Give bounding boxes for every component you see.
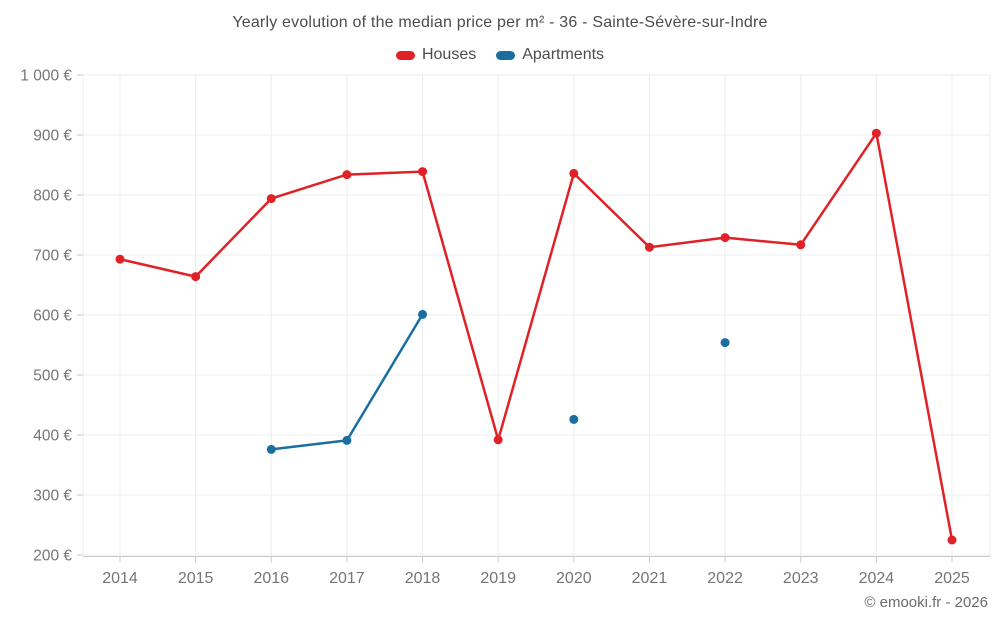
houses-point-2018[interactable] <box>418 167 428 177</box>
houses-point-2016[interactable] <box>266 194 276 204</box>
houses-point-2017[interactable] <box>342 170 352 180</box>
houses-point-2019[interactable] <box>493 435 503 445</box>
apartments-point-2020[interactable] <box>569 414 579 424</box>
x-axis-tick-label: 2014 <box>102 570 138 587</box>
legend-item-houses[interactable]: Houses <box>395 46 477 64</box>
houses-series-line <box>118 131 954 542</box>
footer-credit: © emooki.fr - 2026 <box>864 594 988 611</box>
y-axis-tick-label: 700 € <box>33 247 72 264</box>
x-axis-tick-label: 2023 <box>783 570 819 587</box>
y-axis-tick-label: 400 € <box>33 427 72 444</box>
apartments-legend-swatch-icon <box>496 50 516 60</box>
houses-point-2020[interactable] <box>569 168 579 178</box>
y-axis-tick-label: 800 € <box>33 187 72 204</box>
houses-point-2023[interactable] <box>796 240 806 250</box>
x-axis-tick-label: 2022 <box>707 570 743 587</box>
houses-legend-swatch-icon <box>395 50 415 60</box>
x-axis-tick-label: 2021 <box>632 570 668 587</box>
x-axis-tick-label: 2019 <box>480 570 516 587</box>
legend-item-apartments[interactable]: Apartments <box>496 46 604 64</box>
houses-point-2022[interactable] <box>720 233 730 243</box>
y-axis-tick-label: 200 € <box>33 547 72 564</box>
legend-label-houses: Houses <box>421 46 477 63</box>
apartments-point-2017[interactable] <box>342 435 352 445</box>
x-axis-tick-label: 2024 <box>859 570 895 587</box>
apartments-point-2016[interactable] <box>266 444 276 454</box>
x-axis-tick-label: 2018 <box>405 570 441 587</box>
chart-title: Yearly evolution of the median price per… <box>232 14 768 31</box>
x-axis-tick-label: 2025 <box>934 570 970 587</box>
houses-point-2021[interactable] <box>644 242 654 252</box>
x-axis-tick-label: 2020 <box>556 570 592 587</box>
y-axis-tick-label: 900 € <box>33 127 72 144</box>
x-axis-tick-label: 2015 <box>178 570 214 587</box>
legend: Houses Apartments <box>0 46 1000 64</box>
y-axis-tick-label: 500 € <box>33 367 72 384</box>
y-axis-tick-label: 300 € <box>33 487 72 504</box>
y-axis-tick-label: 600 € <box>33 307 72 324</box>
apartments-point-2018[interactable] <box>418 309 428 319</box>
apartments-point-2022[interactable] <box>720 338 730 348</box>
houses-point-2015[interactable] <box>191 272 201 282</box>
x-axis-tick-label: 2016 <box>253 570 289 587</box>
x-axis-tick-label: 2017 <box>329 570 365 587</box>
y-axis-tick-label: 1 000 € <box>20 67 72 84</box>
houses-point-2014[interactable] <box>115 254 125 264</box>
legend-label-apartments: Apartments <box>522 46 605 63</box>
houses-point-2024[interactable] <box>871 128 881 138</box>
houses-point-2025[interactable] <box>947 535 957 545</box>
